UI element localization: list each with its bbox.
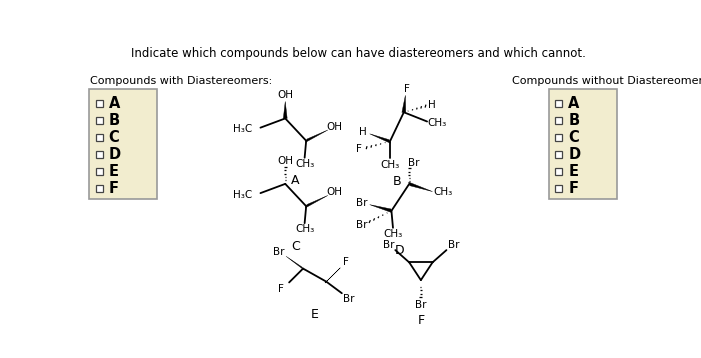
Text: B: B [568, 113, 579, 128]
Text: Br: Br [356, 198, 368, 208]
Text: D: D [395, 245, 404, 257]
Bar [555, 151, 562, 158]
Text: F: F [278, 284, 285, 294]
Text: C: C [291, 240, 300, 253]
Polygon shape [286, 256, 304, 270]
Text: Br: Br [408, 158, 420, 168]
Polygon shape [306, 195, 328, 208]
Bar [96, 100, 103, 107]
Text: F: F [417, 314, 424, 326]
Bar [555, 168, 562, 175]
Text: Br: Br [343, 294, 355, 304]
Text: D: D [568, 147, 580, 162]
Text: OH: OH [278, 156, 293, 166]
Polygon shape [325, 268, 340, 283]
Bar [96, 151, 103, 158]
Bar [96, 134, 103, 141]
Text: F: F [343, 257, 348, 267]
Text: H: H [359, 127, 367, 137]
Text: OH: OH [278, 90, 293, 100]
Text: A: A [109, 96, 120, 111]
Bar [549, 89, 617, 198]
Text: OH: OH [327, 187, 343, 197]
Text: Br: Br [449, 241, 460, 251]
Bar [555, 100, 562, 107]
Text: B: B [109, 113, 120, 128]
Text: Br: Br [415, 300, 427, 310]
Polygon shape [369, 205, 392, 213]
Text: Compounds with Diastereomers:: Compounds with Diastereomers: [90, 77, 272, 87]
Text: F: F [404, 84, 410, 94]
Text: CH₃: CH₃ [433, 187, 452, 197]
Text: B: B [393, 175, 401, 188]
Bar [96, 185, 103, 192]
Bar [96, 168, 103, 175]
Text: E: E [109, 164, 118, 179]
Text: H₃C: H₃C [233, 190, 252, 200]
Text: Br: Br [383, 241, 394, 251]
Text: CH₃: CH₃ [380, 160, 400, 170]
Text: Compounds without Diastereomers:: Compounds without Diastereomers: [512, 77, 701, 87]
Polygon shape [402, 95, 406, 112]
Text: E: E [568, 164, 578, 179]
Text: OH: OH [327, 122, 343, 132]
Text: A: A [568, 96, 580, 111]
Text: C: C [568, 130, 579, 145]
Text: A: A [291, 174, 299, 187]
Bar [555, 185, 562, 192]
Text: CH₃: CH₃ [295, 159, 314, 169]
Bar [555, 117, 562, 124]
Text: H: H [428, 100, 435, 110]
Text: F: F [356, 144, 362, 154]
Text: CH₃: CH₃ [295, 224, 314, 234]
Text: F: F [568, 181, 578, 196]
Text: Br: Br [356, 220, 368, 230]
Text: Br: Br [273, 247, 284, 257]
Polygon shape [369, 134, 390, 143]
Text: E: E [311, 308, 319, 320]
Text: D: D [109, 147, 121, 162]
Polygon shape [409, 182, 433, 192]
Bar [89, 89, 158, 198]
Text: Indicate which compounds below can have diastereomers and which cannot.: Indicate which compounds below can have … [132, 47, 586, 60]
Bar [555, 134, 562, 141]
Text: F: F [109, 181, 118, 196]
Polygon shape [306, 130, 328, 142]
Text: H₃C: H₃C [233, 124, 252, 134]
Polygon shape [283, 101, 287, 118]
Text: CH₃: CH₃ [383, 229, 402, 239]
Bar [96, 117, 103, 124]
Text: CH₃: CH₃ [428, 118, 447, 128]
Text: C: C [109, 130, 119, 145]
